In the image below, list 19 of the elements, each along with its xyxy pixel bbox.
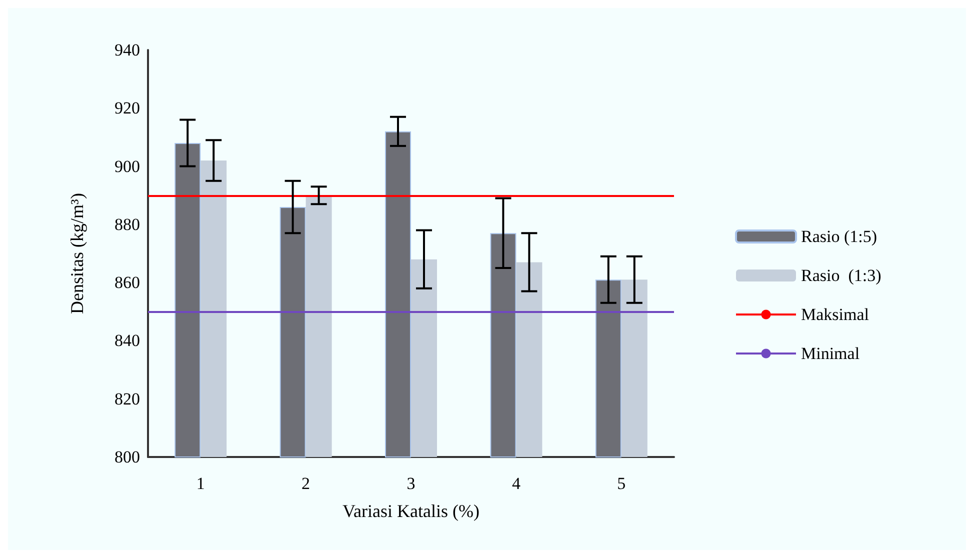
- x-tick-label: 1: [196, 474, 205, 493]
- x-tick-label: 5: [617, 474, 626, 493]
- y-tick-label: 840: [114, 331, 140, 350]
- y-tick-label: 920: [114, 98, 140, 118]
- y-tick-label: 800: [114, 448, 140, 466]
- y-tick-label: 940: [114, 40, 140, 60]
- y-axis-title: Densitas (kg/m³): [67, 193, 87, 314]
- x-axis-title: Variasi Katalis (%): [342, 501, 480, 521]
- legend-label: Rasio (1:5): [801, 227, 878, 246]
- x-tick-label: 3: [406, 474, 416, 493]
- legend-label: Maksimal: [801, 305, 870, 324]
- x-tick-label: 4: [512, 474, 521, 493]
- y-tick-label: 820: [114, 389, 140, 408]
- y-tick-label: 860: [114, 273, 140, 292]
- y-tick-label: 900: [114, 156, 140, 176]
- legend-label: Minimal: [801, 344, 860, 363]
- legend-label: Rasio (1:3): [801, 266, 882, 285]
- x-tick-label: 2: [302, 474, 310, 493]
- y-tick-label: 880: [114, 214, 140, 234]
